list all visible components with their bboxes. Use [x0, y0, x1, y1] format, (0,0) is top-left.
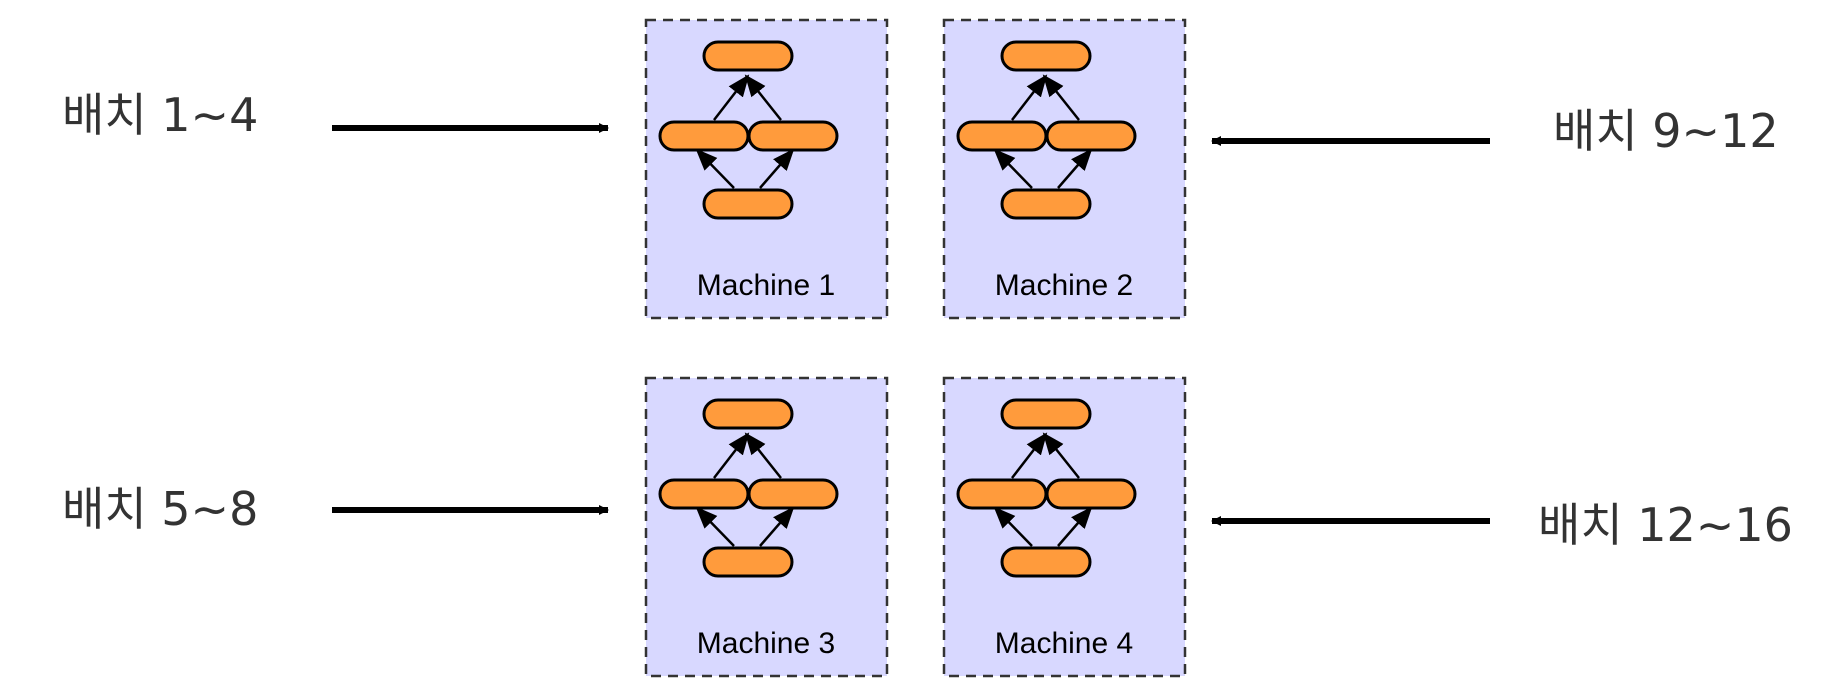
- batch-label-12-16: 배치 12~16: [1538, 498, 1793, 552]
- machine-3: Machine 3: [644, 376, 889, 678]
- batch-label-5-8: 배치 5~8: [62, 482, 259, 536]
- machine-3-label: Machine 3: [697, 627, 835, 660]
- batch-label-1-4: 배치 1~4: [62, 88, 259, 142]
- machine-1-label: Machine 1: [697, 269, 835, 302]
- machine-2: Machine 2: [942, 18, 1187, 320]
- machine-4: Machine 4: [942, 376, 1187, 678]
- machine-1: Machine 1: [644, 18, 889, 320]
- batch-label-9-12: 배치 9~12: [1553, 104, 1779, 158]
- machine-4-label: Machine 4: [995, 627, 1133, 660]
- machine-2-label: Machine 2: [995, 269, 1133, 302]
